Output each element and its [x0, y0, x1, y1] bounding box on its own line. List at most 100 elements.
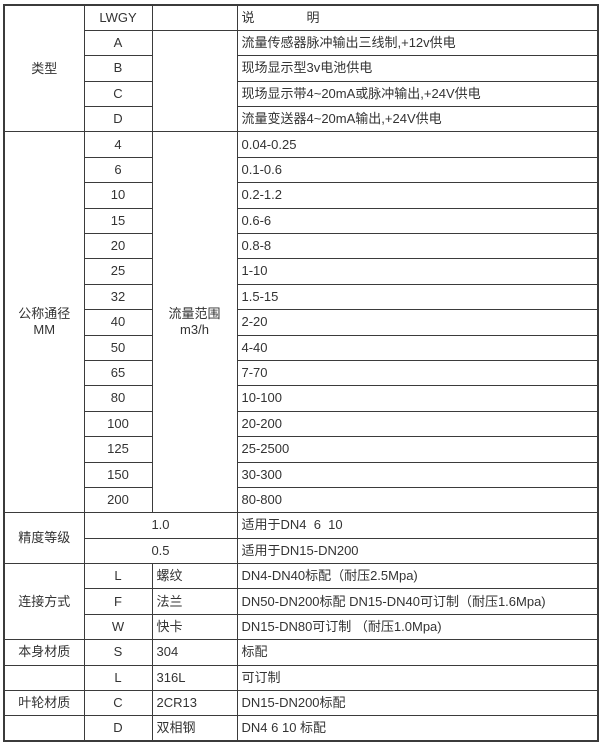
type-desc-cell: 流量变送器4~20mA输出,+24V供电 [236, 106, 599, 133]
accuracy-desc-cell: 适用于DN4 6 10 [236, 512, 599, 539]
flowmeter-spec-table: 类型 LWGY 说 明 A 流量传感器脉冲输出三线制,+12v供电 B 现场显示… [3, 4, 599, 743]
connection-name-cell: 快卡 [151, 613, 238, 641]
table-row: B 现场显示型3v电池供电 [4, 55, 599, 82]
flow-range-cell: 4-40 [236, 334, 599, 361]
dn-size-cell: 25 [83, 258, 153, 285]
table-row: 80 10-100 [4, 385, 599, 412]
table-row: 0.5 适用于DN15-DN200 [4, 537, 599, 565]
material-code-cell: D [83, 715, 153, 742]
material-label-cell [3, 715, 85, 742]
dn-size-cell: 80 [83, 385, 153, 412]
dn-size-cell: 100 [83, 410, 153, 438]
accuracy-class-cell: 0.5 [83, 537, 238, 565]
table-row: 本身材质 S 304 标配 [3, 639, 599, 666]
table-row: 20 0.8-8 [4, 233, 599, 260]
material-label-cell [3, 664, 85, 692]
material-desc-cell: DN15-DN200标配 [236, 690, 599, 717]
table-row: C 现场显示带4~20mA或脉冲输出,+24V供电 [4, 80, 599, 108]
table-row: 15 0.6-6 [4, 207, 599, 235]
accuracy-class-cell: 1.0 [83, 512, 238, 539]
connection-desc-cell: DN4-DN40标配（耐压2.5Mpa) [236, 563, 599, 590]
type-code-cell: A [83, 29, 153, 57]
table-row: 连接方式 L 螺纹 DN4-DN40标配（耐压2.5Mpa) [3, 563, 599, 641]
material-desc-cell: DN4 6 10 标配 [236, 715, 599, 742]
flow-range-cell: 30-300 [236, 461, 599, 488]
type-code-cell: C [83, 80, 153, 108]
material-code-cell: L [83, 664, 153, 692]
flow-range-cell: 1-10 [236, 258, 599, 285]
flow-range-cell: 0.2-1.2 [236, 182, 599, 209]
flow-range-cell: 25-2500 [236, 436, 599, 463]
table-row: 叶轮材质 C 2CR13 DN15-DN200标配 [3, 690, 599, 717]
empty-cell [151, 29, 238, 133]
dn-size-cell: 20 [83, 233, 153, 260]
table-row: L 316L 可订制 [3, 664, 599, 692]
table-row: W 快卡 DN15-DN80可订制 （耐压1.0Mpa) [4, 613, 599, 641]
table-row: A 流量传感器脉冲输出三线制,+12v供电 [4, 29, 599, 133]
dn-size-cell: 15 [83, 207, 153, 235]
material-desc-cell: 可订制 [236, 664, 599, 692]
model-code-cell: LWGY [83, 4, 153, 31]
material-label-cell: 本身材质 [3, 639, 85, 666]
connection-name-cell: 法兰 [151, 588, 238, 615]
material-name-cell: 316L [151, 664, 238, 692]
table-row: 10 0.2-1.2 [4, 182, 599, 209]
dn-size-cell: 150 [83, 461, 153, 488]
section-label-accuracy: 精度等级 [3, 512, 85, 565]
empty-cell [151, 4, 238, 31]
table-row: 32 1.5-15 [4, 283, 599, 311]
table-row: 6 0.1-0.6 [4, 156, 599, 184]
flow-range-cell: 0.8-8 [236, 233, 599, 260]
table-row: D 流量变送器4~20mA输出,+24V供电 [4, 106, 599, 133]
section-label-type: 类型 [3, 4, 85, 133]
connection-desc-cell: DN15-DN80可订制 （耐压1.0Mpa) [236, 613, 599, 641]
flow-range-cell: 0.1-0.6 [236, 156, 599, 184]
table-row: 公称通径 MM 4 流量范围 m3/h 0.04-0.25 [3, 131, 599, 514]
flow-range-cell: 0.6-6 [236, 207, 599, 235]
flow-range-cell: 7-70 [236, 359, 599, 387]
accuracy-desc-cell: 适用于DN15-DN200 [236, 537, 599, 565]
dn-size-cell: 6 [83, 156, 153, 184]
dn-size-cell: 200 [83, 486, 153, 514]
flow-range-cell: 1.5-15 [236, 283, 599, 311]
dn-size-cell: 32 [83, 283, 153, 311]
flow-range-cell: 0.04-0.25 [236, 131, 599, 158]
dn-size-cell: 40 [83, 309, 153, 336]
table-row: 类型 LWGY 说 明 [3, 4, 599, 133]
material-name-cell: 304 [151, 639, 238, 666]
connection-code-cell: L [83, 563, 153, 590]
table-row: 50 4-40 [4, 334, 599, 361]
dn-size-cell: 50 [83, 334, 153, 361]
table-row: 精度等级 1.0 适用于DN4 6 10 [3, 512, 599, 565]
dn-size-cell: 10 [83, 182, 153, 209]
material-code-cell: C [83, 690, 153, 717]
material-code-cell: S [83, 639, 153, 666]
flow-range-label-cell: 流量范围 m3/h [151, 131, 238, 514]
type-desc-cell: 流量传感器脉冲输出三线制,+12v供电 [236, 29, 599, 57]
table-row: 65 7-70 [4, 359, 599, 387]
type-desc-cell: 现场显示型3v电池供电 [236, 55, 599, 82]
table-row: F 法兰 DN50-DN200标配 DN15-DN40可订制（耐压1.6Mpa) [4, 588, 599, 615]
flow-range-cell: 20-200 [236, 410, 599, 438]
dn-size-cell: 4 [83, 131, 153, 158]
material-desc-cell: 标配 [236, 639, 599, 666]
section-label-connection: 连接方式 [3, 563, 85, 641]
type-code-cell: D [83, 106, 153, 133]
connection-code-cell: F [83, 588, 153, 615]
table-row: 40 2-20 [4, 309, 599, 336]
flow-range-cell: 80-800 [236, 486, 599, 514]
spec-desc-header: 说 明 [236, 4, 599, 31]
connection-name-cell: 螺纹 [151, 563, 238, 590]
table-row: 150 30-300 [4, 461, 599, 488]
type-code-cell: B [83, 55, 153, 82]
flow-range-cell: 2-20 [236, 309, 599, 336]
material-name-cell: 2CR13 [151, 690, 238, 717]
table-row: 125 25-2500 [4, 436, 599, 463]
connection-code-cell: W [83, 613, 153, 641]
table-row: 200 80-800 [4, 486, 599, 514]
material-label-cell: 叶轮材质 [3, 690, 85, 717]
dn-size-cell: 125 [83, 436, 153, 463]
section-label-diameter: 公称通径 MM [3, 131, 85, 514]
type-desc-cell: 现场显示带4~20mA或脉冲输出,+24V供电 [236, 80, 599, 108]
table-row: 25 1-10 [4, 258, 599, 285]
